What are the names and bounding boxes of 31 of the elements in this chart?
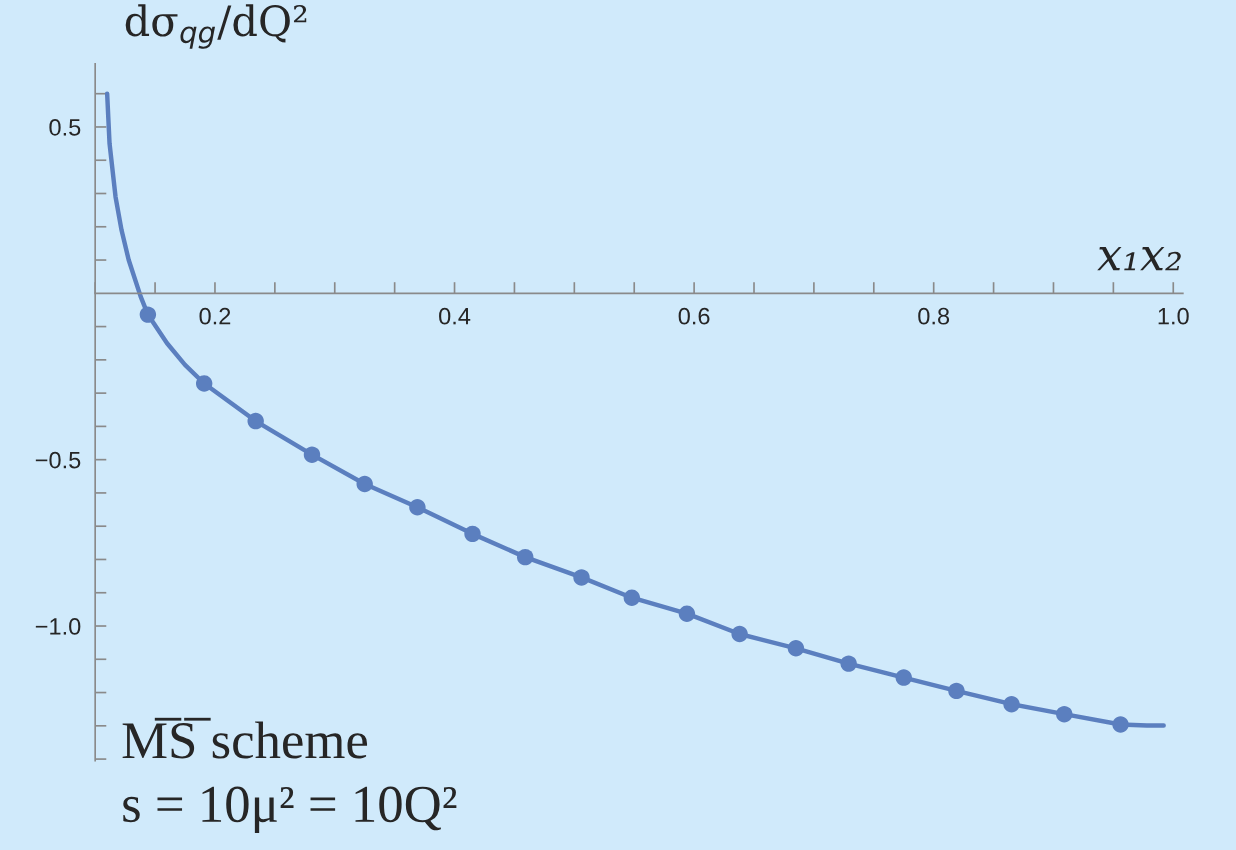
point [517, 548, 534, 566]
x-tick-label: 0.4 [439, 307, 471, 325]
x-tick-label: 0.8 [918, 307, 950, 325]
annotation: M̅S̅ scheme [122, 717, 368, 759]
y-tick-label: −1.0 [35, 618, 81, 635]
y-tick-label: 0.5 [49, 119, 81, 136]
x-axis-title: x₁x₂ [1097, 247, 1181, 271]
x-tick-label: 1.0 [1158, 307, 1189, 325]
point [356, 475, 373, 493]
point [195, 375, 213, 392]
x-tick-label: 0.2 [199, 307, 231, 325]
point [840, 655, 857, 672]
x-tick-label: 0.6 [678, 307, 710, 325]
point [1056, 705, 1073, 723]
point [1003, 695, 1020, 713]
point [678, 605, 696, 622]
y-axis-title: dσ$_{qg}$/dQ² [125, 4, 307, 49]
point [731, 625, 748, 643]
y-tick-label: −0.5 [35, 451, 81, 469]
point [895, 669, 912, 686]
point [573, 569, 590, 586]
point [464, 525, 481, 543]
point [139, 306, 157, 323]
point [247, 412, 264, 430]
point [1112, 716, 1129, 733]
point [948, 682, 965, 700]
point [409, 499, 426, 516]
point [623, 589, 641, 606]
point [303, 446, 321, 463]
text: s = 10μ² = 10Q² [123, 786, 457, 833]
point [787, 640, 805, 657]
